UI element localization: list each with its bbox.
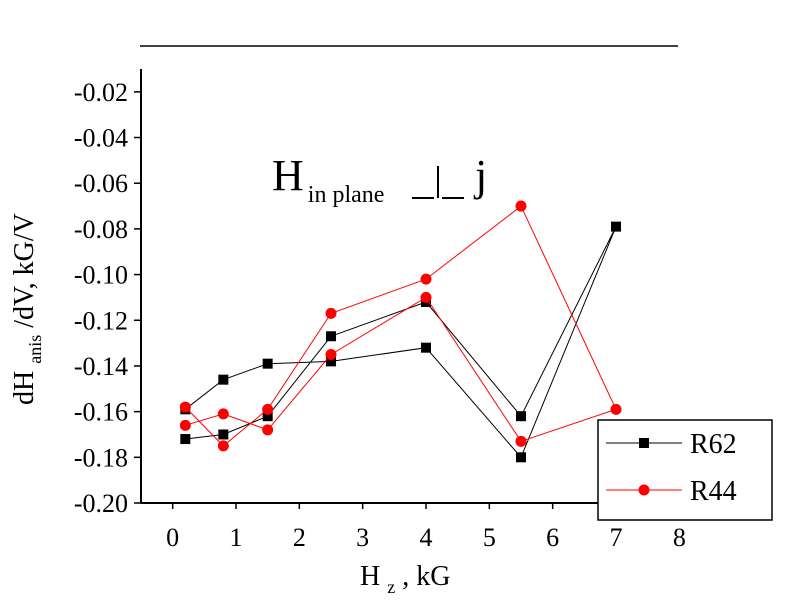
data-point-r62 bbox=[262, 358, 273, 369]
x-tick-label: 2 bbox=[293, 523, 306, 552]
series-layer bbox=[179, 200, 622, 463]
legend: R62 R44 bbox=[597, 419, 773, 521]
y-tick-label: -0.12 bbox=[74, 306, 128, 335]
data-point-r44 bbox=[420, 291, 432, 303]
x-axis-title-rest: , kG bbox=[402, 561, 450, 592]
legend-label-r44: R44 bbox=[690, 476, 737, 507]
data-point-r44 bbox=[610, 403, 622, 415]
x-tick-label: 1 bbox=[230, 523, 243, 552]
y-tick-label: -0.06 bbox=[74, 169, 128, 198]
data-point-r62 bbox=[516, 411, 526, 422]
annotation: H in plane bbox=[272, 151, 384, 208]
y-axis-title-rest: /dV, kG/V bbox=[9, 213, 40, 328]
y-axis-title-sub: anis bbox=[25, 335, 45, 364]
legend-label-r62: R62 bbox=[690, 429, 737, 460]
perpendicular-symbol bbox=[412, 166, 464, 199]
x-tick-label: 3 bbox=[356, 523, 369, 552]
data-point-r44 bbox=[515, 435, 527, 447]
x-tick-label: 8 bbox=[673, 523, 686, 552]
data-point-r44 bbox=[262, 424, 274, 436]
data-point-r62 bbox=[611, 221, 621, 232]
y-tick-label: -0.18 bbox=[74, 443, 128, 472]
data-point-r62 bbox=[180, 434, 191, 445]
data-point-r62 bbox=[326, 356, 336, 367]
data-point-r44 bbox=[179, 401, 191, 413]
series-line-r62 bbox=[184, 226, 617, 459]
data-point-r44 bbox=[217, 440, 229, 452]
data-point-r44 bbox=[515, 200, 527, 212]
data-point-r62 bbox=[516, 452, 526, 463]
data-point-r62 bbox=[262, 411, 273, 422]
x-tick-label: 7 bbox=[610, 523, 623, 552]
x-axis-title-main: H bbox=[360, 561, 380, 592]
y-tick-label: -0.16 bbox=[74, 398, 128, 427]
x-axis-title: H z , kG bbox=[360, 561, 450, 600]
data-point-r44 bbox=[262, 403, 274, 415]
y-axis-title: dH anis /dV, kG/V bbox=[9, 213, 48, 405]
y-tick-label: -0.02 bbox=[74, 78, 128, 107]
x-axis-title-sub: z bbox=[387, 577, 395, 597]
x-tick-label: 6 bbox=[546, 523, 559, 552]
data-point-r44 bbox=[179, 419, 191, 431]
data-point-r62 bbox=[218, 429, 229, 440]
legend-marker-r62 bbox=[639, 438, 649, 448]
x-tick-label: 0 bbox=[166, 523, 179, 552]
annotation-sub: in plane bbox=[308, 182, 385, 208]
data-point-r62 bbox=[421, 342, 431, 353]
legend-marker-r44 bbox=[638, 484, 650, 496]
x-tick-label: 4 bbox=[420, 523, 433, 552]
y-tick-label: -0.20 bbox=[74, 489, 128, 518]
data-point-r44 bbox=[420, 273, 432, 285]
annotation-rest: j bbox=[473, 151, 487, 200]
data-point-r44 bbox=[325, 307, 337, 319]
y-tick-label: -0.04 bbox=[74, 124, 128, 153]
series-line-r44 bbox=[184, 205, 617, 447]
y-axis-title-main: dH bbox=[9, 371, 40, 405]
x-tick-label: 5 bbox=[483, 523, 496, 552]
annotation-main: H bbox=[272, 151, 304, 200]
legend-box bbox=[597, 419, 773, 521]
data-point-r62 bbox=[218, 374, 229, 385]
data-point-r44 bbox=[217, 408, 229, 420]
y-tick-label: -0.14 bbox=[74, 352, 128, 381]
y-ticks: -0.02 -0.04 -0.06 -0.08 -0.10 -0.12 -0.14 -0.16… bbox=[74, 78, 141, 518]
y-tick-label: -0.08 bbox=[74, 215, 128, 244]
y-tick-label: -0.10 bbox=[74, 261, 128, 290]
x-ticks: 0 1 2 3 4 5 6 7 8 bbox=[166, 503, 686, 552]
data-point-r44 bbox=[325, 349, 337, 361]
data-point-r62 bbox=[326, 331, 336, 342]
